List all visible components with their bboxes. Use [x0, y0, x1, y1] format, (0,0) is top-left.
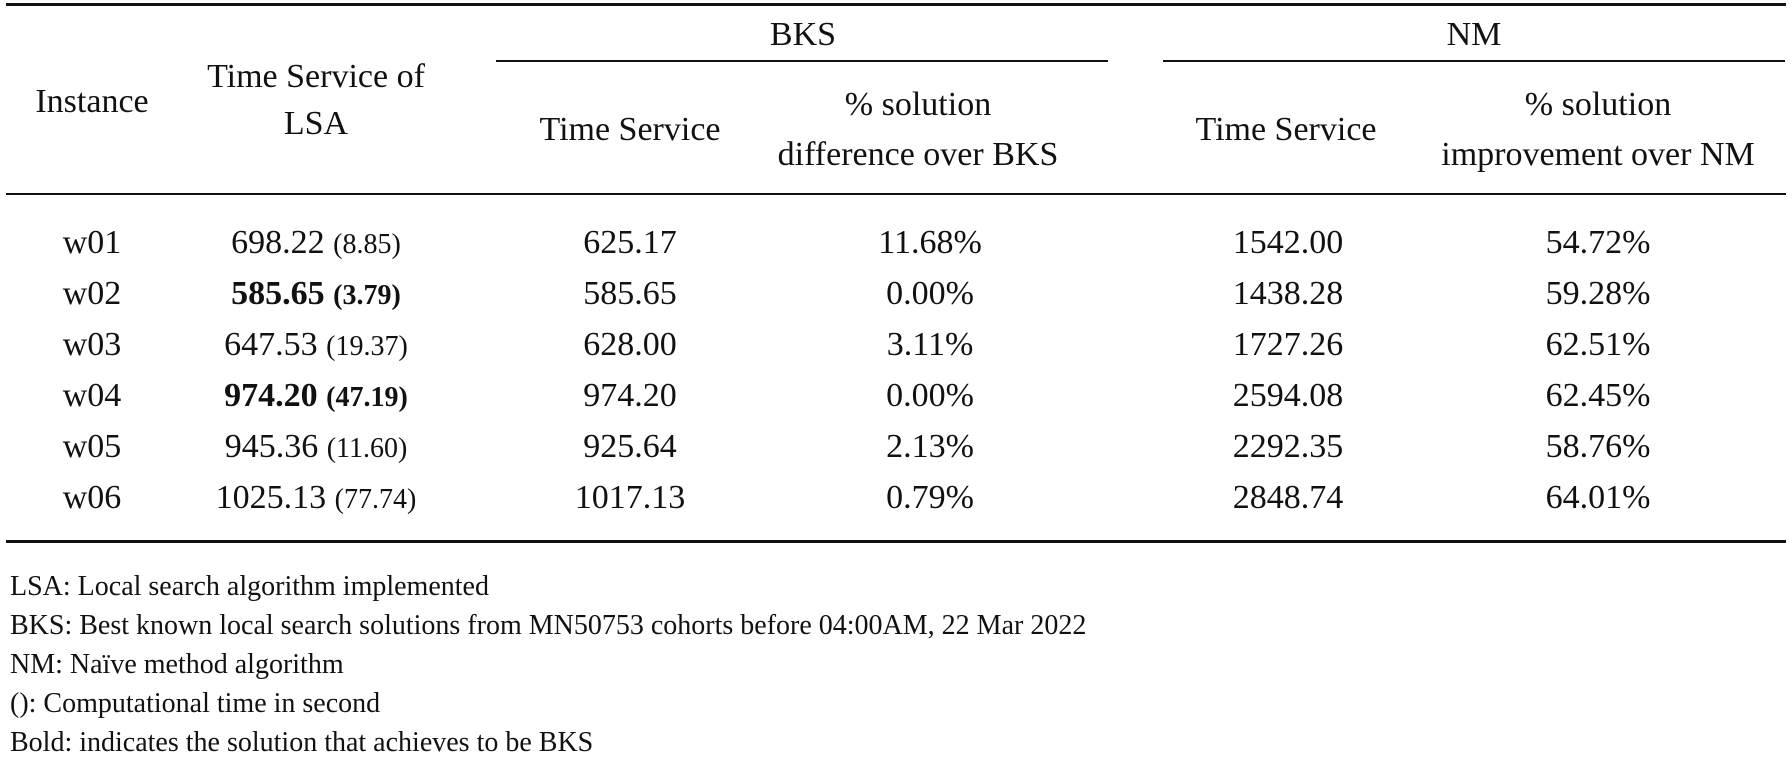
- header-bks-group: BKS: [769, 16, 837, 53]
- lsa-computational-time: (11.60): [326, 433, 408, 464]
- cell-bks-pct: 0.00%: [886, 275, 974, 312]
- cell-bks-time: 974.20: [583, 377, 677, 414]
- lsa-computational-time: (19.37): [326, 331, 408, 362]
- cell-lsa: 698.22 (8.85): [231, 223, 401, 265]
- cell-lsa: 1025.13 (77.74): [216, 478, 417, 520]
- cell-bks-time: 625.17: [583, 224, 677, 261]
- cell-lsa: 585.65 (3.79): [231, 274, 401, 316]
- cell-instance: w06: [62, 479, 122, 516]
- cell-lsa: 974.20 (47.19): [224, 376, 408, 418]
- note-bold: Bold: indicates the solution that achiev…: [10, 727, 594, 758]
- lsa-computational-time: (47.19): [326, 382, 408, 413]
- cell-nm-time: 2848.74: [1232, 479, 1344, 516]
- cell-instance: w05: [62, 428, 122, 465]
- cell-bks-pct: 0.00%: [886, 377, 974, 414]
- cell-bks-time: 925.64: [583, 428, 677, 465]
- cell-lsa: 647.53 (19.37): [224, 325, 408, 367]
- header-nm-pct-line2: improvement over NM: [1441, 136, 1755, 173]
- lsa-value: 698.22: [231, 224, 325, 261]
- cell-bks-time: 585.65: [583, 275, 677, 312]
- lsa-computational-time: (8.85): [333, 229, 401, 260]
- cell-nm-pct: 54.72%: [1545, 224, 1651, 261]
- cell-nm-time: 1727.26: [1232, 326, 1344, 363]
- cell-nm-pct: 62.45%: [1545, 377, 1651, 414]
- cell-nm-pct: 58.76%: [1545, 428, 1651, 465]
- lsa-value: 974.20: [224, 377, 318, 414]
- lsa-computational-time: (77.74): [334, 484, 417, 515]
- lsa-value: 945.36: [224, 428, 319, 465]
- cell-bks-pct: 11.68%: [878, 224, 982, 261]
- cell-nm-time: 1438.28: [1232, 275, 1344, 312]
- header-nm-time: Time Service: [1195, 111, 1377, 148]
- header-bks-pct-line2: difference over BKS: [777, 136, 1059, 173]
- cell-bks-pct: 2.13%: [886, 428, 974, 465]
- cell-bks-pct: 0.79%: [886, 479, 974, 516]
- table-notes: LSA: Local search algorithm implemented …: [10, 567, 1086, 762]
- bottom-rule: [6, 540, 1786, 543]
- cell-instance: w03: [62, 326, 122, 363]
- bks-group-rule: [496, 60, 1108, 62]
- lsa-value: 647.53: [224, 326, 318, 363]
- cell-instance: w02: [62, 275, 122, 312]
- top-rule: [6, 3, 1786, 6]
- cell-nm-pct: 62.51%: [1545, 326, 1651, 363]
- cell-instance: w01: [62, 224, 122, 261]
- cell-bks-time: 628.00: [583, 326, 677, 363]
- header-lsa-line2: LSA: [283, 105, 349, 142]
- cell-nm-pct: 59.28%: [1545, 275, 1651, 312]
- cell-lsa: 945.36 (11.60): [225, 427, 408, 469]
- header-rule: [6, 193, 1786, 195]
- header-bks-pct-line1: % solution: [844, 86, 992, 123]
- header-bks-time: Time Service: [539, 111, 721, 148]
- lsa-value: 585.65: [231, 275, 325, 312]
- lsa-computational-time: (3.79): [333, 280, 401, 311]
- cell-nm-time: 2292.35: [1232, 428, 1344, 465]
- note-bks: BKS: Best known local search solutions f…: [10, 610, 1087, 641]
- cell-bks-pct: 3.11%: [886, 326, 974, 363]
- note-nm: NM: Naïve method algorithm: [10, 649, 344, 680]
- cell-bks-time: 1017.13: [574, 479, 686, 516]
- header-nm-pct-line1: % solution: [1524, 86, 1672, 123]
- cell-nm-pct: 64.01%: [1545, 479, 1651, 516]
- header-nm-group: NM: [1446, 16, 1502, 53]
- cell-nm-time: 1542.00: [1232, 224, 1344, 261]
- nm-group-rule: [1163, 60, 1785, 62]
- note-lsa: LSA: Local search algorithm implemented: [10, 571, 489, 602]
- note-parentheses: (): Computational time in second: [10, 688, 381, 719]
- header-lsa-line1: Time Service of: [207, 58, 425, 95]
- cell-nm-time: 2594.08: [1232, 377, 1344, 414]
- lsa-value: 1025.13: [215, 479, 327, 516]
- header-instance: Instance: [35, 83, 149, 120]
- cell-instance: w04: [62, 377, 122, 414]
